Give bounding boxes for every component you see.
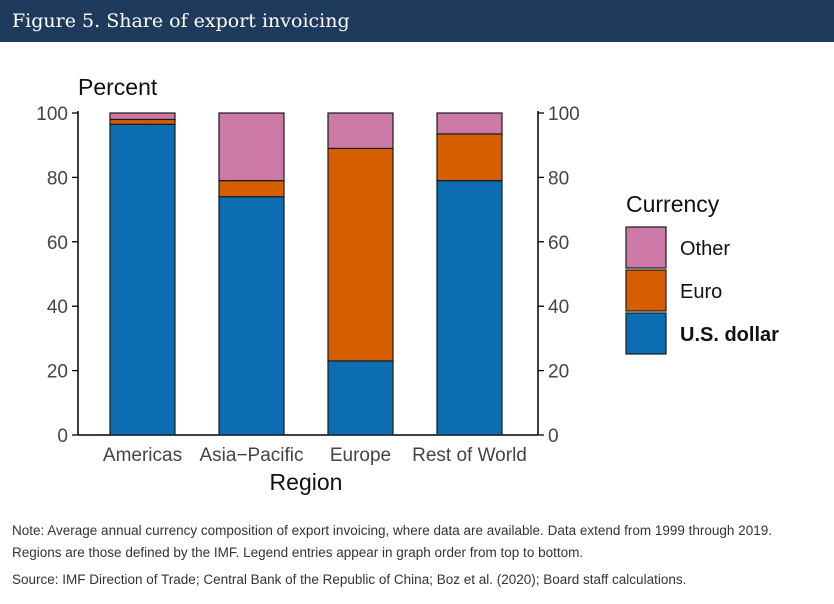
chart-note: Note: Average annual currency compositio… bbox=[12, 523, 772, 560]
y-tick-label-right-60: 60 bbox=[548, 233, 569, 254]
bar-americas-other bbox=[109, 112, 176, 121]
y-tick-label-right-40: 40 bbox=[548, 297, 569, 318]
y-tick-label-left-100: 100 bbox=[36, 104, 68, 125]
bar-asia-pacific-u-s-dollar bbox=[218, 196, 285, 436]
x-tick-label-0: Americas bbox=[103, 445, 182, 466]
y-tick-label-left-80: 80 bbox=[47, 168, 68, 189]
bar-americas-u-s-dollar bbox=[109, 123, 176, 436]
y-axis-title: Percent bbox=[78, 74, 158, 100]
bar-asia-pacific-other bbox=[218, 112, 285, 182]
x-tick-label-3: Rest of World bbox=[412, 445, 527, 466]
bar-europe-euro bbox=[327, 147, 394, 362]
stacked-bar-chart: 0 0 20 20 40 40 60 60 80 80 100 100 Percent Americas A… bbox=[36, 74, 779, 495]
x-tick-label-2: Europe bbox=[330, 445, 391, 466]
legend-title: Currency bbox=[626, 191, 720, 217]
y-tick-label-right-100: 100 bbox=[548, 104, 580, 125]
bar-americas-euro bbox=[109, 118, 176, 125]
bar-rest-of-world-u-s-dollar bbox=[436, 180, 503, 436]
y-tick-label-left-60: 60 bbox=[47, 233, 68, 254]
bar-rest-of-world-other bbox=[436, 112, 503, 135]
y-tick-label-left-20: 20 bbox=[47, 362, 68, 383]
y-tick-label-right-20: 20 bbox=[548, 362, 569, 383]
bar-asia-pacific-euro bbox=[218, 180, 285, 198]
figure-title: Figure 5. Share of export invoicing bbox=[0, 0, 834, 42]
legend-label-other: Other bbox=[680, 238, 730, 260]
legend-swatch-other bbox=[625, 226, 667, 269]
legend-label-u-s-dollar: U.S. dollar bbox=[680, 324, 779, 346]
legend-label-euro: Euro bbox=[680, 281, 722, 303]
y-tick-label-left-0: 0 bbox=[57, 426, 68, 447]
x-axis-title: Region bbox=[270, 469, 343, 495]
legend-swatch-u-s-dollar bbox=[625, 312, 667, 355]
legend-swatch-euro bbox=[625, 269, 667, 312]
bar-rest-of-world-euro bbox=[436, 133, 503, 182]
bar-europe-other bbox=[327, 112, 394, 150]
x-tick-label-1: Asia−Pacific bbox=[199, 445, 303, 466]
y-tick-label-right-80: 80 bbox=[548, 168, 569, 189]
bar-europe-u-s-dollar bbox=[327, 360, 394, 436]
chart-source: Source: IMF Direction of Trade; Central … bbox=[12, 572, 687, 587]
y-tick-label-left-40: 40 bbox=[47, 297, 68, 318]
y-tick-label-right-0: 0 bbox=[548, 426, 559, 447]
